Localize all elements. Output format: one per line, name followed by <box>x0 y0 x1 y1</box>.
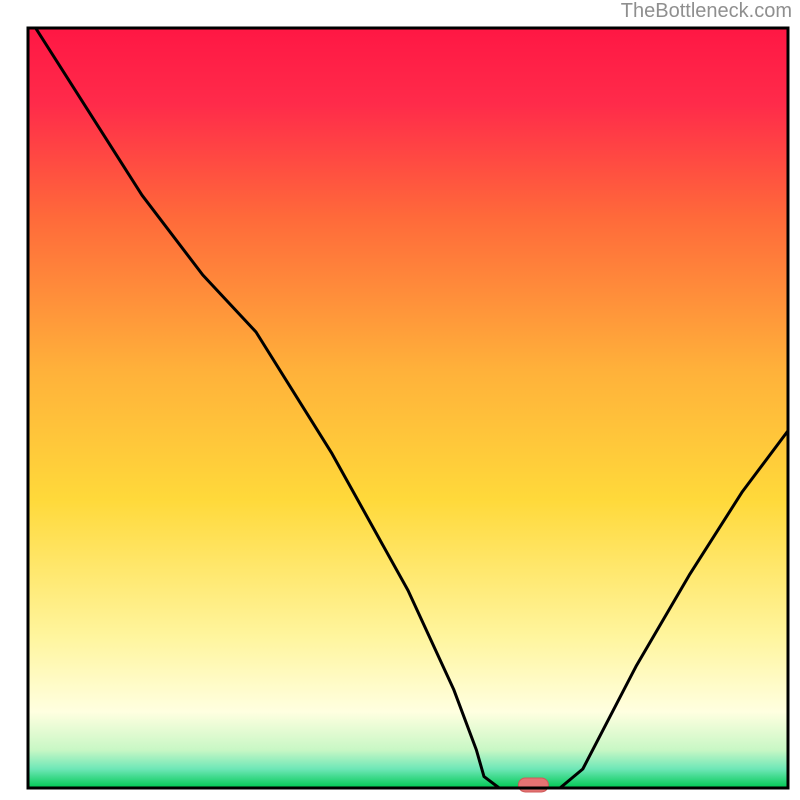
watermark-text: TheBottleneck.com <box>621 0 792 23</box>
bottleneck-chart <box>0 0 800 800</box>
chart-root: TheBottleneck.com <box>0 0 800 800</box>
optimal-point-marker <box>518 778 548 792</box>
gradient-background <box>28 28 788 788</box>
